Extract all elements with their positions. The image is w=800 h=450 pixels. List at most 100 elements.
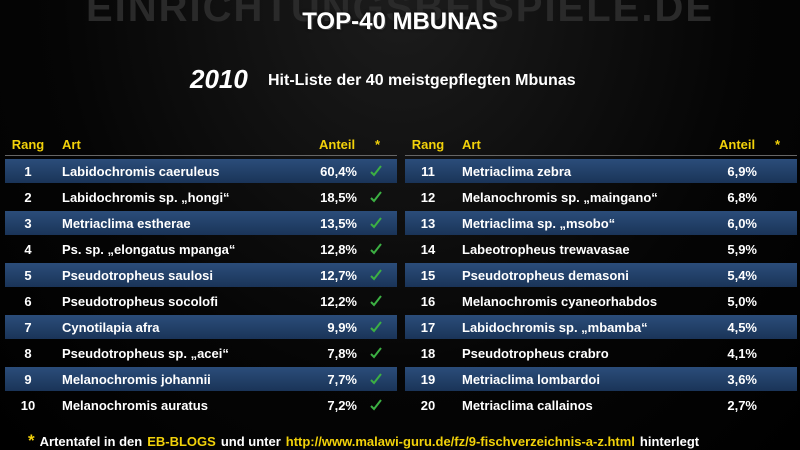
footer-text: hinterlegt — [639, 434, 700, 449]
rank-cell: 16 — [420, 294, 436, 309]
species-cell: Metriaclima sp. „msobo“ — [462, 216, 616, 231]
share-cell: 12,7% — [320, 268, 357, 283]
share-cell: 12,2% — [320, 294, 357, 309]
table-row: 19 Metriaclima lombardoi 3,6% — [405, 367, 797, 391]
rank-cell: 15 — [420, 268, 436, 283]
table-row: 1 Labidochromis caeruleus 60,4% — [5, 159, 397, 183]
share-cell: 5,9% — [727, 242, 757, 257]
table-row: 17 Labidochromis sp. „mbamba“ 4,5% — [405, 315, 797, 339]
species-cell: Metriaclima zebra — [462, 164, 572, 179]
share-cell: 4,5% — [727, 320, 757, 335]
share-cell: 60,4% — [320, 164, 357, 179]
check — [370, 191, 382, 203]
species-cell: Melanochromis auratus — [62, 398, 208, 413]
share-cell: 5,0% — [727, 294, 757, 309]
species-cell: Pseudotropheus socolofi — [62, 294, 219, 309]
header-mark: * — [375, 137, 381, 152]
species-cell: Labidochromis sp. „hongi“ — [62, 190, 230, 205]
share-cell: 6,0% — [727, 216, 757, 231]
table-row: 11 Metriaclima zebra 6,9% — [405, 159, 797, 183]
share-cell: 6,8% — [727, 190, 757, 205]
header-mark: * — [775, 137, 781, 152]
footer-text: und unter — [220, 434, 281, 449]
footer-link[interactable]: EB-BLOGS — [147, 434, 216, 449]
table-row: 7 Cynotilapia afra 9,9% — [5, 315, 397, 339]
share-cell: 18,5% — [320, 190, 357, 205]
rank-cell: 6 — [24, 294, 32, 309]
check — [370, 165, 382, 177]
table-row: 3 Metriaclima estherae 13,5% — [5, 211, 397, 235]
footer-star: * — [28, 431, 35, 450]
species-cell: Metriaclima lombardoi — [462, 372, 600, 387]
check — [370, 399, 382, 411]
table: Rang Art Anteil * 1 Labidochromis caeruleus 60… — [5, 133, 397, 419]
share-cell: 7,2% — [327, 398, 357, 413]
check — [370, 347, 382, 359]
rank-cell: 12 — [420, 190, 436, 205]
species-cell: Pseudotropheus saulosi — [62, 268, 213, 283]
species-cell: Cynotilapia afra — [62, 320, 160, 335]
table-row: 8 Pseudotropheus sp. „acei“ 7,8% — [5, 341, 397, 365]
rank-cell: 9 — [24, 372, 32, 387]
species-cell: Labidochromis caeruleus — [62, 164, 220, 179]
table-row: 20 Metriaclima callainos 2,7% — [405, 393, 797, 417]
species-cell: Metriaclima estherae — [62, 216, 191, 231]
table-row: 2 Labidochromis sp. „hongi“ 18,5% — [5, 185, 397, 209]
rank-cell: 4 — [24, 242, 32, 257]
table-row: 15 Pseudotropheus demasoni 5,4% — [405, 263, 797, 287]
share-cell: 7,7% — [327, 372, 357, 387]
table-row: 10 Melanochromis auratus 7,2% — [5, 393, 397, 417]
species-cell: Melanochromis sp. „maingano“ — [462, 190, 658, 205]
rank-cell: 10 — [20, 398, 36, 413]
species-cell: Pseudotropheus demasoni — [462, 268, 629, 283]
year: 2010 — [190, 64, 248, 94]
header-rank: Rang — [411, 137, 445, 152]
header-share: Anteil — [319, 137, 356, 152]
share-cell: 5,4% — [727, 268, 757, 283]
share-cell: 2,7% — [727, 398, 757, 413]
subtitle: Hit-Liste der 40 meistgepflegten Mbunas — [268, 72, 576, 89]
footer-url[interactable]: http://www.malawi-guru.de/fz/9-fischverz… — [285, 434, 635, 449]
share-cell: 4,1% — [727, 346, 757, 361]
footer: * Artentafel in den EB-BLOGS und unter http:… — [28, 431, 699, 450]
header-row: Rang Art Anteil * — [5, 133, 397, 155]
species-cell: Melanochromis cyaneorhabdos — [462, 294, 658, 309]
check — [370, 269, 382, 281]
rank-cell: 20 — [420, 398, 436, 413]
rank-cell: 2 — [24, 190, 32, 205]
share-cell: 3,6% — [727, 372, 757, 387]
table-row: 12 Melanochromis sp. „maingano“ 6,8% — [405, 185, 797, 209]
check — [370, 295, 382, 307]
table-row: 14 Labeotropheus trewavasae 5,9% — [405, 237, 797, 261]
species-cell: Metriaclima callainos — [462, 398, 593, 413]
rank-cell: 3 — [24, 216, 32, 231]
species-cell: Pseudotropheus crabro — [462, 346, 609, 361]
species-cell: Ps. sp. „elongatus mpanga“ — [62, 242, 236, 257]
check — [370, 217, 382, 229]
watermark: EINRICHTUNGSBEISPIELE.DE — [85, 0, 715, 30]
table: Rang Art Anteil * 11 Metriaclima zebra 6,9% 12 M… — [405, 133, 797, 419]
rank-cell: 14 — [420, 242, 436, 257]
species-cell: Labeotropheus trewavasae — [462, 242, 630, 257]
rank-cell: 19 — [420, 372, 436, 387]
footer-text: Artentafel in den — [39, 434, 143, 449]
rank-cell: 17 — [420, 320, 436, 335]
share-cell: 12,8% — [320, 242, 357, 257]
table-row: 9 Melanochromis johannii 7,7% — [5, 367, 397, 391]
check — [370, 243, 382, 255]
share-cell: 6,9% — [727, 164, 757, 179]
table-row: 18 Pseudotropheus crabro 4,1% — [405, 341, 797, 365]
header-rule — [5, 155, 397, 156]
header-species: Art — [62, 137, 81, 152]
share-cell: 9,9% — [327, 320, 357, 335]
table-row: 6 Pseudotropheus socolofi 12,2% — [5, 289, 397, 313]
header-row: Rang Art Anteil * — [405, 133, 797, 155]
species-cell: Melanochromis johannii — [62, 372, 211, 387]
species-cell: Pseudotropheus sp. „acei“ — [62, 346, 229, 361]
header-rule — [405, 155, 797, 156]
check-column — [370, 165, 382, 411]
rank-cell: 18 — [420, 346, 436, 361]
check — [370, 321, 382, 333]
